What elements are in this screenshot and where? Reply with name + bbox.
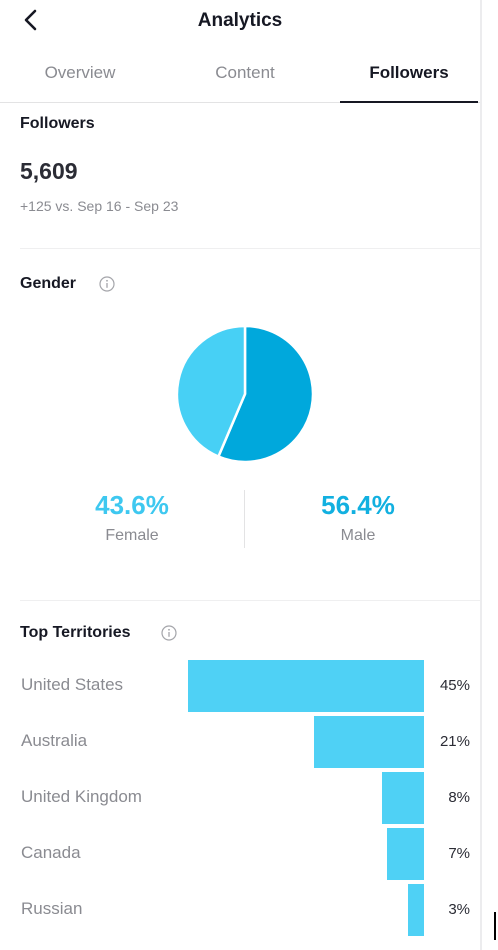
male-stat: 56.4% Male — [278, 490, 438, 545]
top-bar: Analytics — [0, 0, 480, 44]
territory-name: United States — [21, 675, 124, 694]
follower-delta: +125 vs. Sep 16 - Sep 23 — [20, 198, 179, 214]
edge-stripe — [480, 0, 482, 950]
territory-row: Canada 7% — [0, 828, 480, 880]
info-icon[interactable] — [99, 276, 115, 292]
gender-divider — [244, 490, 245, 548]
chevron-left-icon — [24, 9, 37, 31]
male-label: Male — [340, 527, 376, 544]
territory-name: Russian — [21, 899, 83, 918]
territory-percentage: 8% — [448, 789, 470, 806]
gender-section-title: Gender — [20, 275, 77, 292]
territory-bar — [188, 660, 424, 712]
female-percentage: 43.6% — [95, 490, 169, 520]
pie-slice-male — [216, 324, 315, 464]
territory-name: United Kingdom — [21, 787, 142, 806]
text-cursor — [494, 912, 496, 940]
territory-bar — [313, 716, 424, 768]
pie-slice-female — [175, 324, 247, 459]
territory-percentage: 45% — [439, 677, 470, 694]
info-icon[interactable] — [161, 625, 177, 641]
female-stat: 43.6% Female — [52, 490, 212, 545]
analytics-screen: Analytics Overview Content Followers Fol… — [0, 0, 480, 936]
page-title: Analytics — [197, 10, 283, 31]
followers-section-title: Followers — [20, 115, 95, 132]
male-percentage: 56.4% — [321, 490, 395, 520]
tab-bar: Overview Content Followers — [0, 52, 480, 103]
active-tab-indicator — [340, 101, 478, 103]
territory-bar — [408, 884, 424, 936]
tab-content[interactable]: Content — [215, 63, 275, 82]
tab-overview[interactable]: Overview — [44, 63, 116, 82]
follower-count: 5,609 — [20, 158, 78, 184]
territory-bar — [382, 772, 424, 824]
back-button[interactable] — [18, 6, 46, 36]
territory-row: United States 45% — [0, 660, 480, 712]
territory-percentage: 3% — [448, 901, 470, 918]
section-divider — [20, 248, 480, 249]
territory-row: Russian 3% — [0, 884, 480, 936]
female-label: Female — [105, 527, 159, 544]
territory-name: Australia — [21, 731, 88, 750]
territory-row: United Kingdom 8% — [0, 772, 480, 824]
territory-percentage: 7% — [448, 845, 470, 862]
window-edge — [480, 0, 498, 950]
tab-followers-label: Followers — [369, 63, 449, 82]
territory-name: Canada — [21, 843, 81, 862]
territory-bar — [387, 828, 424, 880]
territory-percentage: 21% — [439, 733, 470, 750]
territory-row: Australia 21% — [0, 716, 480, 768]
territories-section-title: Top Territories — [20, 624, 131, 641]
section-divider — [20, 600, 480, 601]
gender-pie-chart — [175, 324, 315, 464]
tab-followers[interactable]: Followers — [340, 52, 478, 103]
